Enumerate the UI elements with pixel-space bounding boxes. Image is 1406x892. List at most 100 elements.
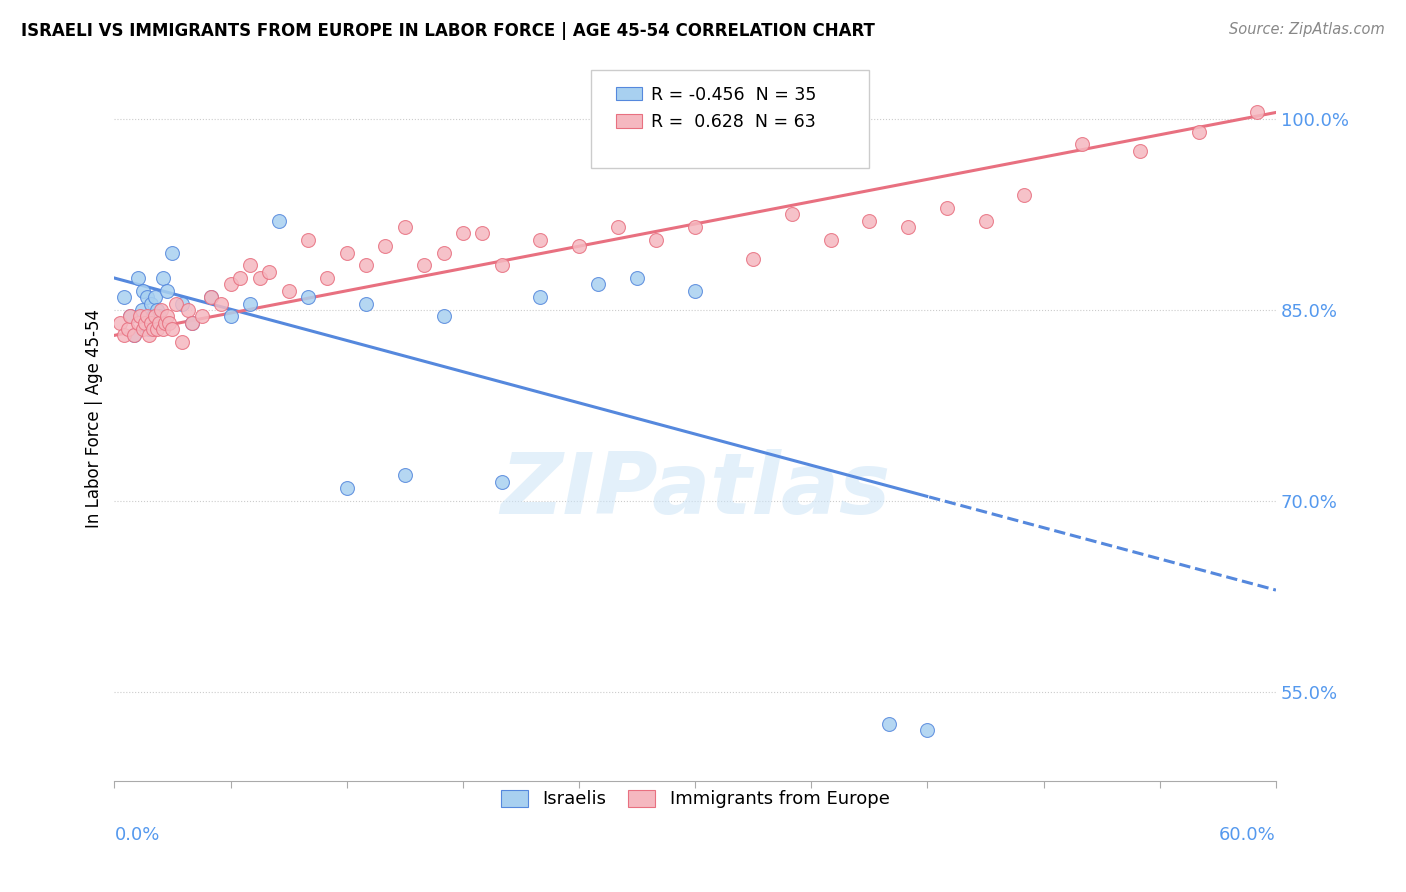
Point (148, 310, 170, 324)
Text: ISRAELI VS IMMIGRANTS FROM EUROPE IN LABOR FORCE | AGE 45-54 CORRELATION CHART: ISRAELI VS IMMIGRANTS FROM EUROPE IN LAB… (21, 22, 875, 40)
Point (200, 290, 222, 304)
Point (588, 277, 610, 292)
Point (219, 310, 242, 324)
Point (118, 310, 141, 324)
Point (974, 213, 997, 227)
Point (131, 302, 153, 317)
Point (249, 271, 271, 285)
Point (316, 271, 339, 285)
Point (142, 322, 165, 336)
Text: 60.0%: 60.0% (1219, 826, 1277, 844)
Point (180, 316, 202, 330)
Point (219, 277, 242, 292)
Point (177, 302, 200, 317)
Point (1187, 124, 1209, 138)
Point (132, 322, 155, 336)
Point (136, 310, 159, 324)
Point (239, 258, 262, 272)
Point (336, 481, 359, 495)
Point (568, 239, 591, 253)
Point (683, 220, 706, 235)
Point (336, 245, 359, 260)
Point (152, 322, 174, 336)
Point (277, 284, 299, 298)
Point (820, 233, 842, 247)
Point (917, 723, 939, 738)
Point (645, 233, 668, 247)
Legend: Israelis, Immigrants from Europe: Israelis, Immigrants from Europe (494, 782, 897, 815)
Point (491, 475, 513, 489)
Point (529, 233, 551, 247)
Point (935, 201, 957, 215)
Point (780, 207, 803, 221)
Point (162, 322, 184, 336)
Point (141, 316, 163, 330)
Point (138, 328, 160, 343)
Point (138, 322, 160, 336)
Point (180, 316, 202, 330)
Point (127, 271, 149, 285)
FancyBboxPatch shape (616, 87, 641, 100)
Point (451, 227, 474, 241)
Point (156, 310, 179, 324)
Point (229, 271, 252, 285)
Text: 0.0%: 0.0% (114, 826, 160, 844)
Point (132, 284, 155, 298)
Point (142, 310, 165, 324)
Point (432, 245, 454, 260)
Point (153, 316, 176, 330)
Text: R = -0.456  N = 35: R = -0.456 N = 35 (651, 86, 817, 103)
Point (156, 284, 179, 298)
Point (110, 316, 132, 330)
Point (149, 302, 172, 317)
FancyBboxPatch shape (616, 114, 641, 128)
Point (143, 310, 166, 324)
Point (134, 316, 156, 330)
Point (742, 252, 765, 266)
Point (683, 284, 706, 298)
Point (374, 239, 396, 253)
Point (118, 310, 141, 324)
Point (354, 296, 377, 310)
Point (394, 468, 416, 483)
Point (122, 328, 145, 343)
Point (127, 316, 149, 330)
Text: R =  0.628  N = 63: R = 0.628 N = 63 (651, 113, 815, 131)
Point (209, 296, 232, 310)
Point (146, 302, 169, 317)
Point (162, 245, 184, 260)
Point (157, 316, 180, 330)
Point (606, 220, 628, 235)
Point (239, 296, 262, 310)
Text: Source: ZipAtlas.com: Source: ZipAtlas.com (1229, 22, 1385, 37)
Point (394, 220, 416, 235)
Point (136, 290, 159, 304)
Point (297, 233, 319, 247)
Point (471, 227, 494, 241)
Point (897, 220, 920, 235)
Point (858, 213, 880, 227)
Point (128, 310, 150, 324)
Point (1071, 137, 1094, 152)
FancyBboxPatch shape (591, 70, 869, 168)
Point (491, 258, 513, 272)
Point (122, 328, 145, 343)
Point (354, 258, 377, 272)
Point (1014, 188, 1036, 202)
Y-axis label: In Labor Force | Age 45-54: In Labor Force | Age 45-54 (86, 309, 103, 528)
Point (432, 310, 454, 324)
Point (165, 296, 187, 310)
Point (112, 290, 135, 304)
Point (1246, 105, 1268, 120)
Point (267, 213, 290, 227)
Point (297, 290, 319, 304)
Point (152, 271, 174, 285)
Point (529, 290, 551, 304)
Point (148, 316, 170, 330)
Point (190, 310, 212, 324)
Point (134, 316, 156, 330)
Point (259, 265, 281, 279)
Point (172, 334, 194, 349)
Point (141, 296, 163, 310)
Point (626, 271, 648, 285)
